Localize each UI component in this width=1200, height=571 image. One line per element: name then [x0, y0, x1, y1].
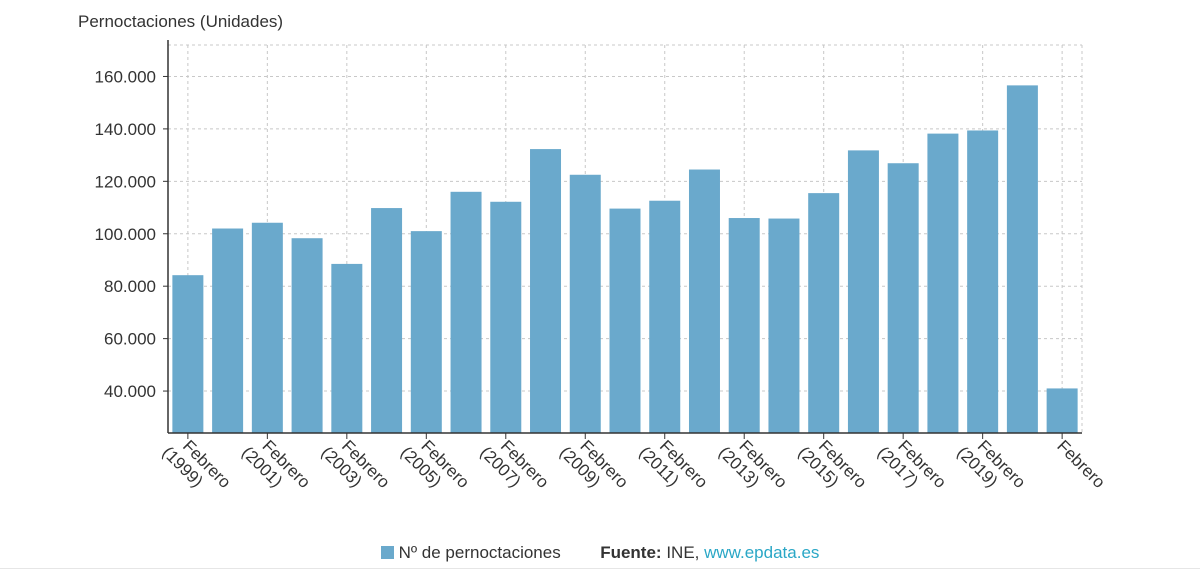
- y-tick-labels: 40.000 60.000 80.000 100.000 120.000 140.000 1…: [95, 67, 156, 401]
- legend-label: Nº de pernoctaciones: [398, 543, 561, 562]
- x-tick-label: Febrero(2019): [953, 429, 1029, 505]
- bar[interactable]: [927, 133, 959, 433]
- y-tick-label: 160.000: [95, 67, 156, 86]
- x-tick-label: Febrero(2017): [874, 429, 950, 505]
- bar[interactable]: [808, 193, 840, 433]
- source-link[interactable]: www.epdata.es: [704, 543, 820, 562]
- bar[interactable]: [1046, 388, 1078, 433]
- x-tick-labels: Febrero(1999) Febrero(2001) Febrero(2003) F…: [159, 429, 1109, 505]
- bar[interactable]: [887, 163, 919, 433]
- source-label: Fuente:: [600, 543, 662, 562]
- bar[interactable]: [371, 208, 403, 433]
- y-tick-label: 100.000: [95, 225, 156, 244]
- x-tick-label: Febrero(2011): [635, 429, 711, 505]
- bar[interactable]: [649, 200, 681, 433]
- bar[interactable]: [609, 208, 641, 433]
- x-tick-label: Febrero(2005): [397, 429, 473, 505]
- bar[interactable]: [291, 238, 323, 433]
- x-tick-label: Febrero(1999): [159, 429, 235, 505]
- y-tick-label: 40.000: [104, 382, 156, 401]
- y-tick-label: 140.000: [95, 120, 156, 139]
- bottom-divider: [0, 568, 1200, 569]
- bar-chart: 40.000 60.000 80.000 100.000 120.000 140.000 1…: [95, 40, 1109, 505]
- y-tick-label: 80.000: [104, 277, 156, 296]
- bar[interactable]: [490, 201, 522, 433]
- bar[interactable]: [728, 218, 760, 433]
- bar[interactable]: [172, 275, 204, 433]
- x-tick-label: Febrero(2001): [238, 429, 314, 505]
- x-tick-label: Febrero: [1053, 436, 1109, 492]
- x-tick-label: Febrero(2013): [715, 429, 791, 505]
- legend: Nº de pernoctaciones Fuente: INE, www.ep…: [0, 543, 1200, 563]
- x-tick-label: Febrero(2007): [476, 429, 552, 505]
- x-tick-label: Febrero(2009): [556, 429, 632, 505]
- bar[interactable]: [530, 149, 562, 434]
- bar[interactable]: [212, 228, 244, 433]
- bar[interactable]: [569, 174, 601, 433]
- bar[interactable]: [1006, 85, 1038, 433]
- x-tick-label: Febrero(2015): [794, 429, 870, 505]
- bar[interactable]: [331, 263, 363, 433]
- y-axis-title: Pernoctaciones (Unidades): [78, 12, 284, 31]
- bar[interactable]: [688, 169, 720, 433]
- bars: [172, 85, 1078, 434]
- bar[interactable]: [410, 231, 442, 433]
- bar[interactable]: [768, 218, 800, 433]
- y-tick-label: 120.000: [95, 172, 156, 191]
- bar[interactable]: [847, 150, 879, 433]
- x-tick-label: Febrero(2003): [317, 429, 393, 505]
- y-tick-label: 60.000: [104, 330, 156, 349]
- source-text: INE,: [666, 543, 700, 562]
- bar[interactable]: [450, 191, 482, 433]
- bar[interactable]: [967, 130, 999, 434]
- axes: [163, 40, 1082, 439]
- bar[interactable]: [251, 222, 283, 433]
- legend-swatch: [380, 546, 394, 559]
